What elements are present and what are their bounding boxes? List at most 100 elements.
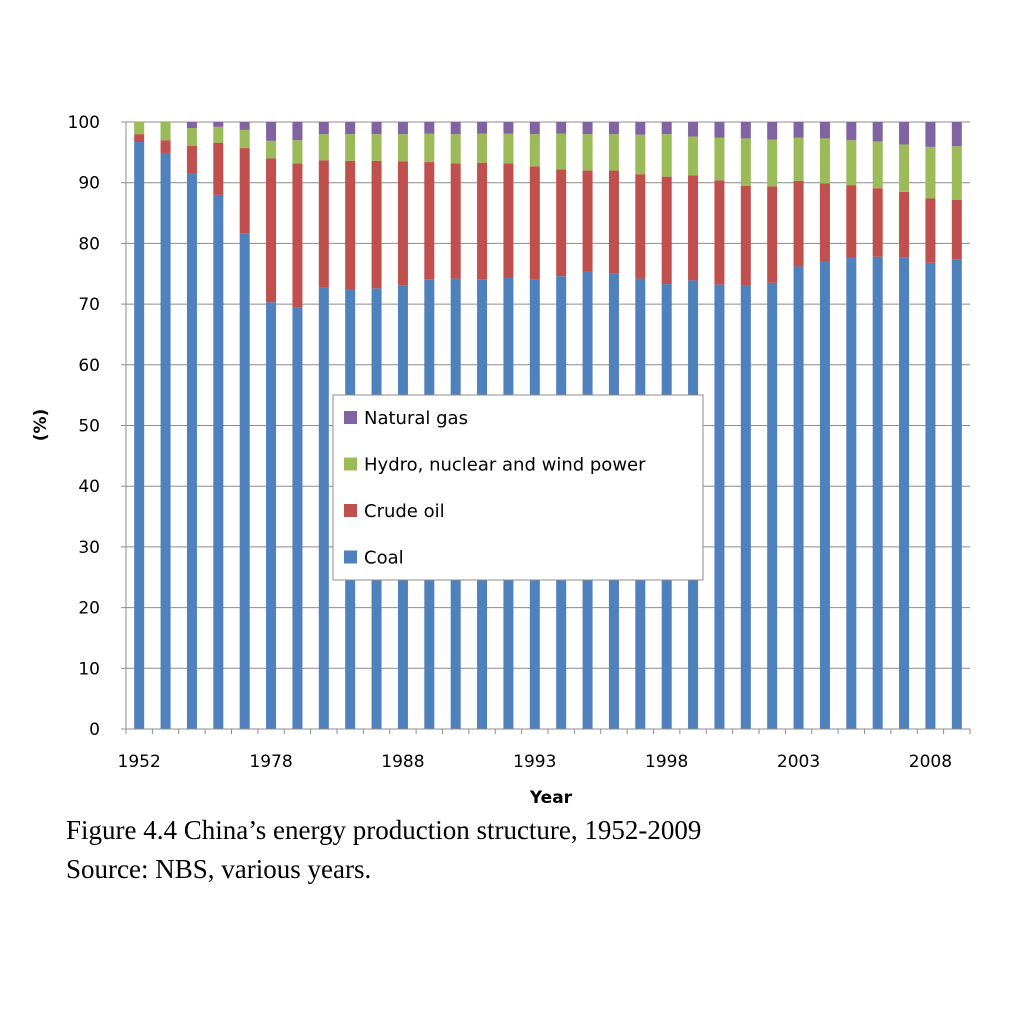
- x-tick-label: 1998: [645, 752, 688, 772]
- bar-crude-oil-1985: [318, 160, 329, 288]
- bar-coal-1952: [134, 142, 145, 729]
- figure-caption: Figure 4.4 China’s energy production str…: [66, 815, 702, 845]
- bar-hydro-nuclear-and-wind-power-1997: [635, 134, 646, 175]
- legend-label-natural-gas: Natural gas: [364, 408, 468, 429]
- x-tick-label: 1993: [513, 752, 556, 772]
- bar-hydro-nuclear-and-wind-power-2007: [899, 144, 910, 192]
- bar-natural-gas-1991: [477, 122, 488, 134]
- bar-natural-gas-2005: [846, 122, 857, 141]
- legend-label-coal: Coal: [364, 548, 404, 569]
- bar-natural-gas-1992: [503, 122, 514, 134]
- bar-natural-gas-1970: [239, 122, 250, 130]
- bar-natural-gas-1986: [345, 122, 356, 135]
- x-tick-labels: 1952 1978 1988 1993 1998 2003 2008: [118, 752, 953, 772]
- bar-crude-oil-1997: [635, 174, 646, 279]
- bar-natural-gas-1997: [635, 122, 646, 135]
- bar-hydro-nuclear-and-wind-power-1999: [688, 136, 699, 176]
- bar-coal-2002: [767, 282, 778, 729]
- bar-crude-oil-1986: [345, 160, 356, 290]
- bar-natural-gas-1994: [556, 122, 567, 134]
- bar-natural-gas-1996: [608, 122, 619, 135]
- bar-hydro-nuclear-and-wind-power-1998: [661, 134, 672, 177]
- bar-coal-1962: [186, 173, 197, 730]
- bar-coal-2005: [846, 257, 857, 729]
- bar-coal-1965: [213, 194, 224, 730]
- bar-hydro-nuclear-and-wind-power-1978: [266, 140, 277, 159]
- bar-crude-oil-1990: [450, 163, 461, 279]
- y-tick-label: 60: [78, 356, 100, 376]
- legend-swatch-hydro-nuclear-and-wind-power: [344, 457, 357, 471]
- bar-crude-oil-1996: [608, 170, 619, 274]
- bar-hydro-nuclear-and-wind-power-1989: [424, 133, 435, 163]
- bar-crude-oil-1957: [160, 140, 171, 153]
- bar-hydro-nuclear-and-wind-power-1986: [345, 134, 356, 161]
- bar-crude-oil-2001: [740, 185, 751, 286]
- bar-natural-gas-2007: [899, 122, 910, 145]
- bar-hydro-nuclear-and-wind-power-2005: [846, 140, 857, 186]
- bar-natural-gas-2008: [925, 122, 936, 147]
- bar-natural-gas-2009: [951, 122, 962, 147]
- y-tick-labels: 0 10 20 30 40 50 60 70 80 90 100: [68, 113, 100, 740]
- bar-coal-2000: [714, 284, 725, 729]
- bar-natural-gas-1987: [371, 122, 382, 135]
- bar-crude-oil-2009: [951, 199, 962, 260]
- bar-crude-oil-1970: [239, 148, 250, 234]
- y-axis-title: (%): [31, 409, 51, 442]
- bar-hydro-nuclear-and-wind-power-2002: [767, 139, 778, 187]
- bar-hydro-nuclear-and-wind-power-1970: [239, 129, 250, 149]
- x-tick-label: 1952: [118, 752, 161, 772]
- bar-crude-oil-1987: [371, 160, 382, 289]
- bar-hydro-nuclear-and-wind-power-1985: [318, 134, 329, 161]
- bar-crude-oil-1952: [134, 134, 145, 143]
- bar-natural-gas-2001: [740, 122, 751, 139]
- bar-natural-gas-1962: [186, 122, 197, 129]
- bar-natural-gas-1999: [688, 122, 699, 137]
- legend: Natural gas Hydro, nuclear and wind power…: [332, 394, 704, 581]
- bar-crude-oil-1993: [529, 166, 540, 280]
- bar-hydro-nuclear-and-wind-power-2008: [925, 146, 936, 199]
- bar-natural-gas-2003: [793, 122, 804, 138]
- bar-natural-gas-2004: [819, 122, 830, 139]
- x-tick-label: 2008: [909, 752, 952, 772]
- bar-hydro-nuclear-and-wind-power-1996: [608, 134, 619, 171]
- bar-crude-oil-2000: [714, 180, 725, 285]
- x-tick-label: 1978: [249, 752, 292, 772]
- bar-hydro-nuclear-and-wind-power-1980: [292, 140, 303, 164]
- bar-hydro-nuclear-and-wind-power-1962: [186, 128, 197, 146]
- bar-natural-gas-1995: [582, 122, 593, 135]
- bar-hydro-nuclear-and-wind-power-1952: [134, 122, 145, 135]
- bar-coal-1957: [160, 152, 171, 729]
- bar-natural-gas-1978: [266, 122, 277, 141]
- bar-hydro-nuclear-and-wind-power-2000: [714, 137, 725, 181]
- bar-crude-oil-2002: [767, 186, 778, 283]
- legend-label-hydro-nuclear-and-wind-power: Hydro, nuclear and wind power: [364, 455, 646, 476]
- y-tick-label: 30: [78, 538, 100, 558]
- bar-crude-oil-1991: [477, 162, 488, 280]
- bar-coal-2008: [925, 262, 936, 729]
- bar-hydro-nuclear-and-wind-power-2001: [740, 138, 751, 186]
- bar-hydro-nuclear-and-wind-power-1995: [582, 134, 593, 171]
- y-tick-label: 20: [78, 599, 100, 619]
- legend-swatch-coal: [344, 550, 357, 564]
- y-tick-label: 0: [89, 720, 100, 740]
- bar-coal-2009: [951, 259, 962, 729]
- bar-crude-oil-1965: [213, 142, 224, 195]
- bar-crude-oil-2004: [819, 183, 830, 262]
- bar-natural-gas-1965: [213, 122, 224, 127]
- bar-crude-oil-1962: [186, 145, 197, 174]
- bar-coal-2001: [740, 285, 751, 729]
- bar-hydro-nuclear-and-wind-power-1992: [503, 133, 514, 164]
- y-tick-label: 90: [78, 174, 100, 194]
- bar-hydro-nuclear-and-wind-power-2003: [793, 137, 804, 181]
- bar-hydro-nuclear-and-wind-power-2006: [872, 141, 883, 189]
- bar-crude-oil-1995: [582, 170, 593, 272]
- bar-coal-1980: [292, 307, 303, 729]
- legend-swatch-natural-gas: [344, 411, 357, 424]
- y-tick-label: 10: [78, 659, 100, 679]
- bar-crude-oil-1989: [424, 162, 435, 280]
- bar-crude-oil-2008: [925, 198, 936, 263]
- bar-natural-gas-2002: [767, 122, 778, 140]
- bar-coal-1978: [266, 302, 277, 729]
- bar-hydro-nuclear-and-wind-power-1990: [450, 134, 461, 164]
